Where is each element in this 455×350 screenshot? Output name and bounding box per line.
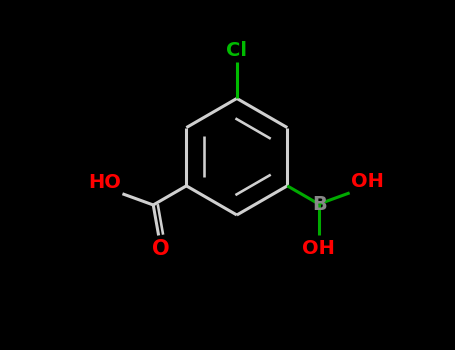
- Text: OH: OH: [351, 172, 384, 191]
- Text: O: O: [152, 239, 169, 259]
- Text: OH: OH: [303, 239, 335, 258]
- Text: B: B: [313, 195, 327, 215]
- Text: HO: HO: [88, 173, 121, 192]
- Text: Cl: Cl: [226, 41, 248, 60]
